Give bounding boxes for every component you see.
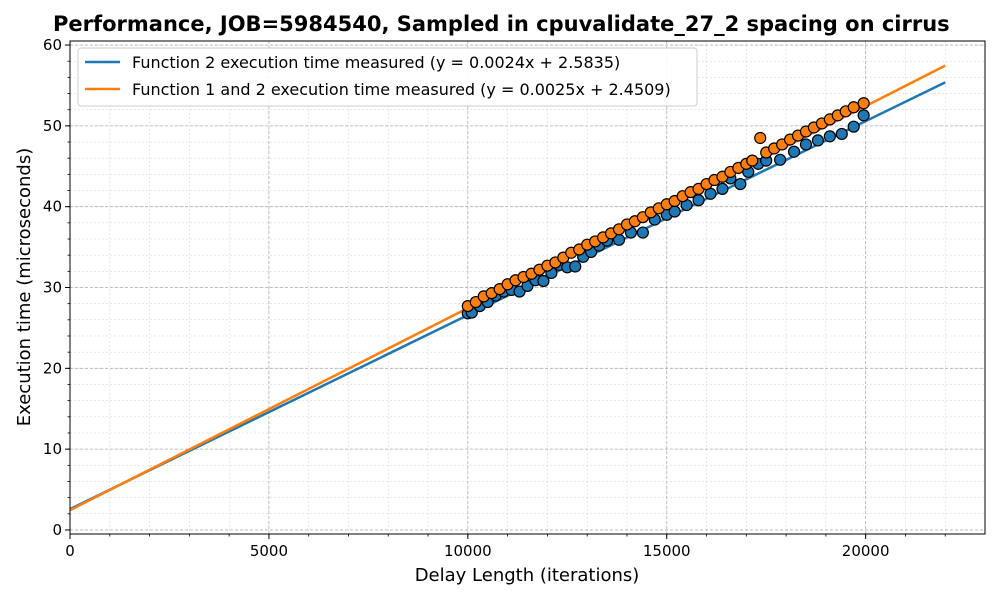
data-point-series-1	[537, 274, 550, 288]
tick-labels: 0 5000 10000 15000 20000 0 10 20 30 40 50 60	[43, 36, 890, 560]
data-point-series-2	[754, 131, 767, 145]
y-tick-label: 0	[52, 521, 62, 539]
x-tick-label: 10000	[444, 542, 492, 560]
legend: Function 2 execution time measured (y = …	[77, 47, 698, 107]
data-point-series-1	[569, 260, 582, 273]
axis-ticks	[65, 44, 946, 539]
data-point-series-1	[787, 145, 801, 158]
y-tick-label: 10	[43, 440, 62, 458]
x-axis-label: Delay Length (iterations)	[415, 565, 640, 586]
data-point-series-1	[734, 177, 747, 191]
legend-label-series-1: Function 2 execution time measured (y = …	[132, 53, 620, 72]
data-point-series-1	[799, 138, 813, 151]
data-point-series-1	[811, 134, 825, 147]
y-tick-label: 40	[43, 198, 62, 216]
data-point-series-1	[636, 226, 649, 239]
data-points	[461, 97, 870, 320]
x-tick-label: 0	[65, 542, 75, 560]
y-tick-label: 50	[43, 117, 62, 135]
x-tick-label: 15000	[643, 542, 691, 560]
legend-label-series-2: Function 1 and 2 execution time measured…	[132, 80, 671, 99]
data-point-series-2	[746, 154, 759, 167]
data-point-series-2	[857, 97, 870, 110]
data-point-series-1	[835, 127, 848, 141]
y-axis-label: Execution time (microseconds)	[14, 148, 35, 427]
y-tick-label: 30	[43, 279, 62, 297]
x-tick-label: 20000	[842, 542, 890, 560]
data-point-series-1	[847, 120, 860, 133]
data-point-series-1	[774, 153, 787, 166]
data-point-series-1	[716, 182, 729, 195]
data-point-series-1	[857, 109, 870, 122]
data-point-series-1	[823, 130, 836, 143]
legend-box	[77, 47, 698, 107]
chart-title: Performance, JOB=5984540, Sampled in cpu…	[53, 12, 950, 36]
y-tick-label: 20	[43, 359, 62, 377]
y-tick-label: 60	[43, 36, 62, 54]
x-tick-label: 5000	[250, 542, 288, 560]
